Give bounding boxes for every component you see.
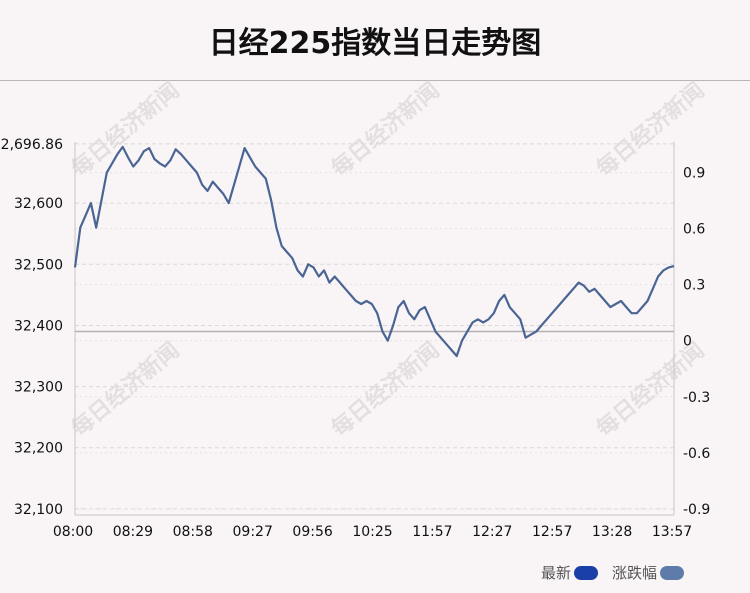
series-line [73, 145, 675, 358]
x-tick-label: 13:57 [652, 524, 692, 540]
x-tick-label: 08:00 [53, 524, 93, 540]
y-right-tick-label: -0.3 [683, 390, 710, 406]
x-tick-label: 11:57 [412, 524, 452, 540]
axes [74, 142, 675, 516]
legend-swatch-latest [573, 565, 598, 580]
y-left-tick-label: 32,200 [14, 441, 63, 457]
legend-swatch-change [660, 565, 684, 580]
y-left-tick-label: 32,500 [14, 257, 63, 273]
y-right-tick-label: 0.3 [683, 278, 705, 294]
y-left-tick-label: 32,600 [14, 196, 63, 212]
y-right-tick-label: -0.9 [683, 502, 710, 518]
legend-item-change[interactable]: 涨跌幅 [612, 562, 684, 583]
plot-area [73, 145, 675, 358]
title-divider [0, 80, 750, 81]
x-tick-label: 12:27 [472, 524, 512, 540]
y-right-tick-label: 0.6 [683, 222, 705, 238]
watermark: 每日经济新闻 [327, 77, 445, 182]
x-tick-label: 08:29 [113, 524, 153, 540]
y-right-tick-label: 0.9 [683, 166, 705, 182]
tick-labels: 32,100 32,200 32,300 32,400 32,500 32,600 2,69… [1, 137, 711, 540]
x-tick-label: 09:56 [292, 524, 332, 540]
x-tick-label: 08:58 [173, 524, 213, 540]
y-right-tick-label: -0.6 [683, 446, 710, 462]
x-tick-label: 10:25 [352, 524, 392, 540]
x-tick-label: 13:28 [592, 524, 632, 540]
legend-item-latest[interactable]: 最新 [541, 562, 598, 583]
legend-label-change: 涨跌幅 [611, 564, 657, 582]
x-tick-label: 12:57 [532, 524, 572, 540]
watermark: 每日经济新闻 [67, 77, 185, 182]
x-tick-label: 09:27 [233, 524, 273, 540]
y-left-tick-label: 2,696.86 [1, 137, 63, 153]
y-left-tick-label: 32,400 [14, 318, 63, 334]
legend-label-latest: 最新 [540, 564, 571, 582]
y-left-tick-label: 32,300 [14, 380, 63, 396]
gridlines [75, 143, 674, 510]
watermark: 每日经济新闻 [327, 337, 445, 442]
legend: 最新 涨跌幅 [527, 562, 684, 583]
y-right-tick-label: 0 [683, 334, 692, 350]
y-left-tick-label: 32,100 [14, 502, 63, 518]
watermark: 每日经济新闻 [67, 337, 185, 442]
chart-title: 日经225指数当日走势图 [208, 26, 542, 61]
